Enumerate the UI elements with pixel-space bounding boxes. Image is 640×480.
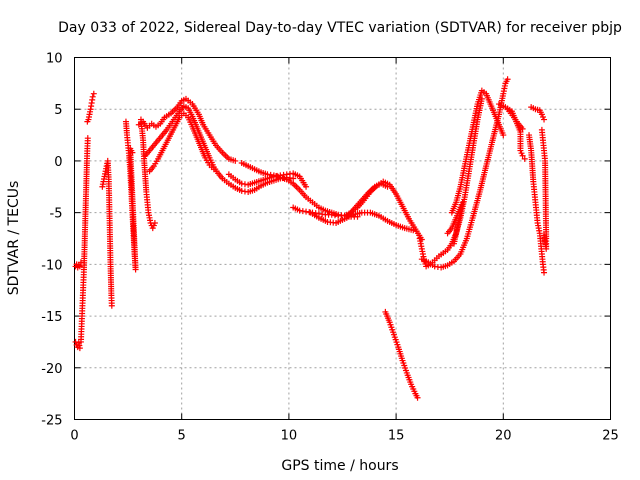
data-point — [519, 125, 526, 132]
series-arc-p — [382, 308, 421, 401]
data-point — [151, 219, 158, 226]
data-point — [89, 93, 96, 100]
data-marks — [72, 76, 550, 401]
data-point — [541, 269, 548, 276]
data-point — [90, 90, 97, 97]
data-point — [414, 394, 421, 401]
data-point — [410, 227, 417, 234]
data-point — [232, 157, 239, 164]
series-arc-h — [135, 95, 239, 164]
series-arc-j — [146, 110, 217, 175]
axis-ticks: 0 5 10 15 20 25 10 5 0 -5 -10 -15 -20 -25 — [41, 52, 619, 444]
series-arc-r — [418, 76, 511, 271]
data-point — [541, 232, 548, 239]
series-arc-v — [504, 106, 526, 132]
y-tick-label: 0 — [54, 155, 62, 170]
chart-title: Day 033 of 2022, Sidereal Day-to-day VTE… — [58, 20, 622, 36]
series-arc-y — [538, 126, 550, 252]
series-arc-x — [526, 132, 548, 276]
series-arc-w — [528, 104, 548, 123]
data-point — [519, 152, 526, 159]
y-tick-label: -15 — [41, 310, 62, 325]
series-arc-n — [307, 209, 417, 234]
x-tick-label: 20 — [495, 429, 512, 444]
y-tick-label: -5 — [50, 207, 63, 222]
y-tick-label: 10 — [46, 52, 63, 67]
series-arc-g — [137, 116, 158, 232]
data-point — [504, 76, 511, 83]
grid-lines — [74, 57, 611, 420]
data-point — [290, 175, 297, 182]
series-arc-f — [122, 118, 139, 273]
series-arc-b — [72, 259, 84, 271]
data-point — [521, 155, 528, 162]
data-point — [76, 345, 83, 352]
data-point — [210, 166, 217, 173]
x-axis-label: GPS time / hours — [281, 458, 398, 474]
data-point — [541, 116, 548, 123]
data-point — [384, 183, 391, 190]
series-arc-c — [77, 135, 91, 345]
series-arc-o — [345, 180, 391, 218]
data-point — [108, 302, 115, 309]
series-arc-s — [448, 87, 507, 216]
series-arc-d — [84, 90, 97, 125]
x-tick-label: 10 — [281, 429, 298, 444]
y-tick-label: -10 — [41, 258, 62, 273]
series-arc-t — [444, 199, 466, 247]
x-tick-label: 5 — [178, 429, 186, 444]
series-arc-e — [99, 157, 115, 309]
data-point — [303, 183, 310, 190]
y-tick-label: -25 — [41, 414, 62, 429]
y-tick-label: 5 — [54, 103, 62, 118]
y-axis-label: SDTVAR / TECUs — [6, 181, 22, 296]
data-point — [76, 263, 83, 270]
data-point — [129, 149, 136, 156]
plot-frame — [74, 57, 611, 420]
y-tick-label: -20 — [41, 362, 62, 377]
x-tick-label: 0 — [70, 429, 78, 444]
data-point — [84, 135, 91, 142]
series-arc-l — [225, 170, 310, 190]
data-point — [450, 240, 457, 247]
data-point — [75, 262, 82, 269]
x-tick-label: 15 — [388, 429, 405, 444]
data-point — [500, 132, 507, 139]
data-point — [72, 338, 79, 345]
x-tick-label: 25 — [602, 429, 619, 444]
